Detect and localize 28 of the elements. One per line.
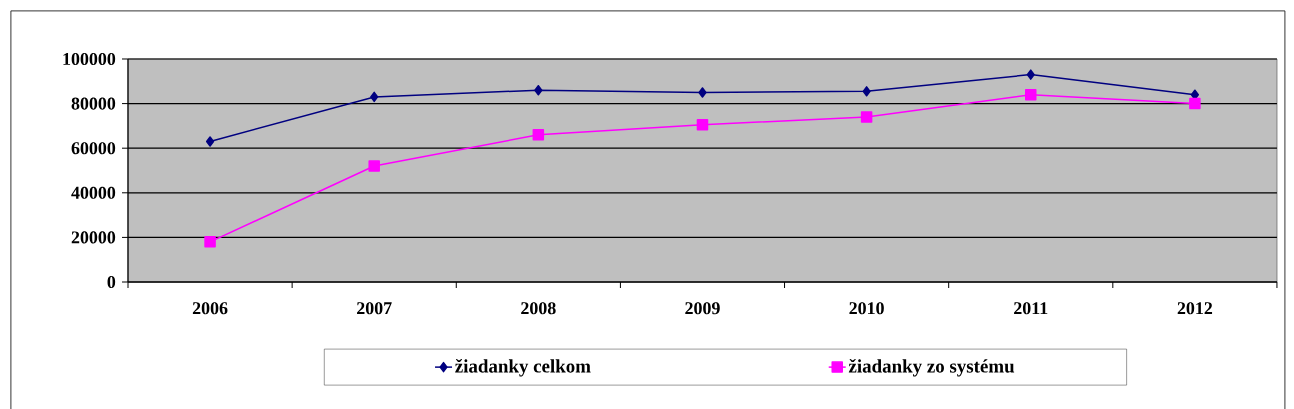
point	[1026, 69, 1035, 80]
point	[1189, 97, 1201, 110]
point	[862, 86, 871, 97]
y-tick-label: 100000	[63, 52, 116, 66]
point	[532, 129, 545, 141]
point	[860, 111, 873, 123]
legend-label: žiadanky celkom	[455, 359, 591, 377]
y-tick-label: 40000	[71, 186, 116, 199]
point	[696, 119, 709, 131]
point	[1025, 88, 1037, 101]
point	[204, 236, 216, 248]
x-tick-label: 2008	[521, 302, 556, 315]
point	[368, 160, 380, 172]
legend-label: žiadanky zo systému	[848, 359, 1015, 377]
x-tick-label: 2006	[192, 302, 228, 315]
point	[534, 84, 543, 96]
x-tick-label: 2012	[1177, 302, 1213, 315]
y-tick-label: 0	[107, 275, 116, 289]
point	[370, 91, 379, 103]
y-tick-label: 80000	[71, 97, 116, 110]
point	[698, 87, 707, 98]
x-tick-label: 2009	[685, 302, 720, 315]
y-tick-label: 60000	[71, 142, 116, 155]
x-tick-label: 2011	[1014, 302, 1048, 315]
x-tick-label: 2010	[849, 302, 884, 315]
point	[205, 136, 215, 147]
x-tick-label: 2007	[357, 302, 392, 315]
y-tick-label: 20000	[71, 231, 116, 244]
